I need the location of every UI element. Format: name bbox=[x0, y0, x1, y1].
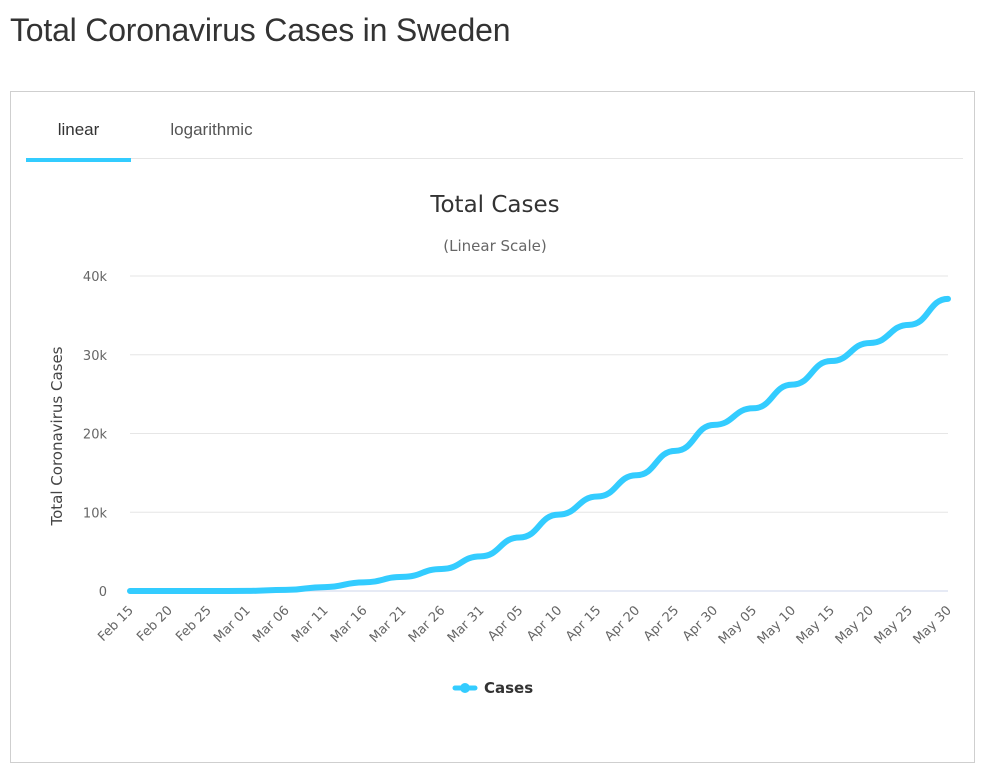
x-tick-label: May 15 bbox=[794, 603, 838, 647]
x-tick-label: Mar 01 bbox=[211, 603, 254, 646]
page-title: Total Coronavirus Cases in Sweden bbox=[10, 12, 511, 48]
cases-chart: Total Cases (Linear Scale) Total Coronav… bbox=[48, 192, 955, 697]
y-axis-title: Total Coronavirus Cases bbox=[48, 346, 66, 526]
series-line-cases[interactable] bbox=[127, 295, 951, 594]
legend-symbol-marker bbox=[460, 683, 470, 693]
x-tick-label: Apr 10 bbox=[524, 603, 565, 644]
x-tick-label: May 30 bbox=[911, 603, 955, 647]
chart-panel: linear logarithmic Total Cases (Linear S… bbox=[10, 91, 975, 763]
y-tick-label: 10k bbox=[83, 506, 108, 521]
tab-linear[interactable]: linear bbox=[57, 120, 100, 139]
x-tick-label: May 20 bbox=[833, 603, 877, 647]
y-tick-label: 0 bbox=[99, 585, 107, 600]
chart-title: Total Cases bbox=[429, 192, 559, 218]
x-tick-label: Feb 25 bbox=[173, 603, 215, 645]
y-tick-label: 30k bbox=[83, 349, 108, 364]
x-tick-label: Feb 20 bbox=[134, 603, 176, 645]
y-axis-ticks: 0 10k 20k 30k 40k bbox=[83, 270, 108, 600]
y-tick-label: 20k bbox=[83, 428, 108, 443]
active-tab-indicator bbox=[26, 158, 131, 162]
x-tick-label: May 25 bbox=[872, 603, 916, 647]
x-tick-label: Mar 11 bbox=[289, 603, 332, 646]
x-tick-label: Apr 20 bbox=[602, 603, 643, 644]
legend[interactable]: Cases bbox=[452, 679, 533, 697]
x-tick-label: Apr 15 bbox=[563, 603, 604, 644]
tab-logarithmic[interactable]: logarithmic bbox=[170, 120, 253, 139]
x-tick-label: Mar 31 bbox=[445, 603, 488, 646]
x-tick-label: Mar 16 bbox=[328, 603, 371, 646]
x-tick-label: May 10 bbox=[755, 603, 799, 647]
legend-item-cases[interactable]: Cases bbox=[484, 679, 533, 697]
x-tick-label: Mar 06 bbox=[250, 603, 293, 646]
x-tick-label: Mar 21 bbox=[367, 603, 410, 646]
grid-lines bbox=[130, 275, 948, 592]
x-tick-label: Apr 30 bbox=[680, 603, 721, 644]
series-cases[interactable] bbox=[127, 295, 951, 594]
x-tick-label: Apr 05 bbox=[485, 603, 526, 644]
scale-tabs: linear logarithmic bbox=[26, 92, 963, 159]
x-tick-label: May 05 bbox=[716, 603, 760, 647]
chart-subtitle: (Linear Scale) bbox=[443, 237, 546, 255]
x-tick-label: Mar 26 bbox=[406, 603, 449, 646]
y-tick-label: 40k bbox=[83, 270, 108, 285]
x-tick-label: Feb 15 bbox=[95, 603, 137, 645]
x-tick-label: Apr 25 bbox=[641, 603, 682, 644]
